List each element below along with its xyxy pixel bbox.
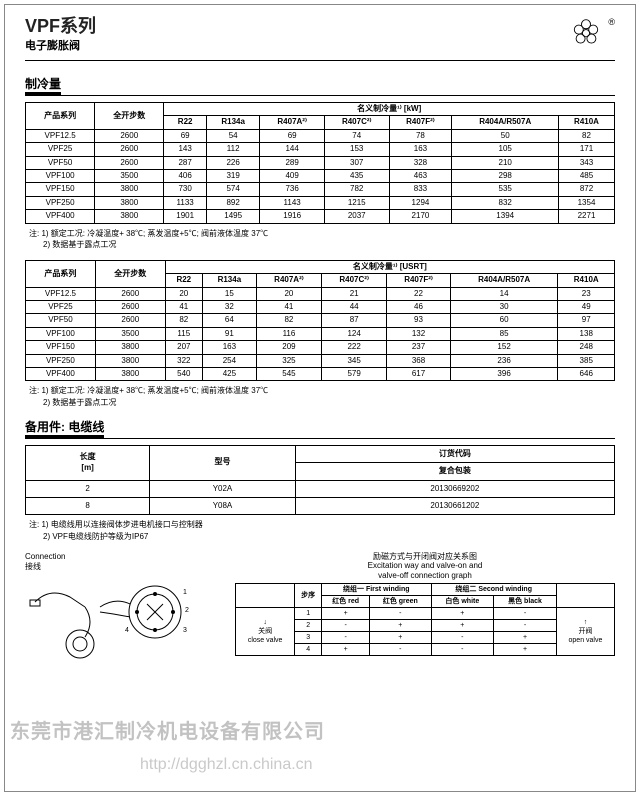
col-capacity-kw: 名义制冷量¹⁾ [kW] xyxy=(164,103,615,116)
refrigerant-header: R134a xyxy=(202,274,256,287)
table-row: VPF2503800322254325345368236385 xyxy=(26,354,615,367)
connection-diagram: Connection 接线 12 34 xyxy=(25,552,225,664)
svg-text:1: 1 xyxy=(183,589,187,596)
table-row: VPF4003800540425545579617396646 xyxy=(26,368,615,381)
flower-logo-icon xyxy=(568,17,604,53)
cable-table: 长度[m] 型号 订货代码 复合包装 2Y02A201306692028Y08A… xyxy=(25,445,615,516)
datasheet-page: VPF系列 电子膨胀阀 ® 制冷量 产品系列 全开步数 名义制冷量¹⁾ [kW]… xyxy=(4,4,636,792)
refrigerant-header: R410A xyxy=(558,274,615,287)
refrigerant-header: R404A/R507A xyxy=(452,116,559,129)
refrigerant-header: R407F²⁾ xyxy=(389,116,452,129)
page-title: VPF系列 xyxy=(25,17,96,37)
table-row: VPF10035001159111612413285138 xyxy=(26,327,615,340)
watermark-url: http://dgghzl.cn.china.cn xyxy=(140,756,313,774)
svg-text:4: 4 xyxy=(125,627,129,634)
page-subtitle: 电子膨胀阀 xyxy=(25,37,96,53)
table-row: VPF1003500406319409435463298485 xyxy=(26,169,615,182)
table-row: ↓关阀close valve1+-+-↑开阀open valve xyxy=(236,607,615,619)
svg-text:2: 2 xyxy=(185,607,189,614)
table-row: VPF502600287226289307328210343 xyxy=(26,156,615,169)
refrigerant-header: R134a xyxy=(206,116,259,129)
refrigerant-header: R404A/R507A xyxy=(450,274,558,287)
open-valve-label: ↑开阀open valve xyxy=(556,607,614,655)
connector-drawing-icon: 1 2 3 4 xyxy=(25,572,225,662)
refrigerant-header: R407F²⁾ xyxy=(387,274,451,287)
close-valve-label: ↓关阀close valve xyxy=(236,607,295,655)
refrigerant-header: R22 xyxy=(165,274,202,287)
table-row: VPF1503800730574736782833535872 xyxy=(26,183,615,196)
table-row: VPF12.5260020152021221423 xyxy=(26,287,615,300)
section-title: 制冷量 xyxy=(25,75,61,95)
refrigerant-header: R407A²⁾ xyxy=(256,274,321,287)
header-titles: VPF系列 电子膨胀阀 xyxy=(25,17,96,53)
col-capacity-usrt: 名义制冷量¹⁾ [USRT] xyxy=(165,260,614,273)
col-steps: 全开步数 xyxy=(95,103,164,130)
section-cooling-capacity: 制冷量 产品系列 全开步数 名义制冷量¹⁾ [kW] R22R134aR407A… xyxy=(25,75,615,408)
capacity-table-usrt: 产品系列 全开步数 名义制冷量¹⁾ [USRT] R22R134aR407A²⁾… xyxy=(25,260,615,382)
table-row: VPF40038001901149519162037217013942271 xyxy=(26,210,615,223)
table-row: VPF252600143112144153163105171 xyxy=(26,143,615,156)
logo: ® xyxy=(568,17,615,58)
excitation-table-block: 励磁方式与开闭阀对应关系图 Excitation way and valve-o… xyxy=(235,552,615,660)
table-row: VPF25260041324144463049 xyxy=(26,301,615,314)
diagram-area: Connection 接线 12 34 励磁 xyxy=(25,552,615,664)
refrigerant-header: R407A²⁾ xyxy=(260,116,325,129)
refrigerant-header: R410A xyxy=(559,116,615,129)
table-row: VPF1503800207163209222237152248 xyxy=(26,341,615,354)
table-row: VPF12.5260069546974785082 xyxy=(26,129,615,142)
capacity-table-kw: 产品系列 全开步数 名义制冷量¹⁾ [kW] R22R134aR407A²⁾R4… xyxy=(25,102,615,224)
registered-mark: ® xyxy=(608,17,615,27)
table-row: 8Y08A20130661202 xyxy=(26,497,615,514)
refrigerant-header: R407C²⁾ xyxy=(324,116,389,129)
header: VPF系列 电子膨胀阀 ® xyxy=(25,17,615,61)
svg-text:3: 3 xyxy=(183,627,187,634)
table-row: VPF50260082648287936097 xyxy=(26,314,615,327)
notes-cable: 注: 1) 电缆线用以连接阀体步进电机接口与控制器 2) VPF电缆线防护等级为… xyxy=(29,519,615,541)
table-row: 2Y02A20130669202 xyxy=(26,480,615,497)
table-row: VPF250380011338921143121512948321354 xyxy=(26,196,615,209)
section-title-cable: 备用件: 电缆线 xyxy=(25,418,104,438)
col-series: 产品系列 xyxy=(26,103,95,130)
notes-usrt: 注: 1) 额定工况: 冷凝温度+ 38℃; 蒸发温度+5℃; 阀前液体温度 3… xyxy=(29,385,615,407)
refrigerant-header: R22 xyxy=(164,116,207,129)
refrigerant-header: R407C²⁾ xyxy=(322,274,387,287)
notes-kw: 注: 1) 额定工况: 冷凝温度+ 38℃; 蒸发温度+5℃; 阀前液体温度 3… xyxy=(29,228,615,250)
excitation-table: 步序 绕组一 First winding 绕组二 Second winding … xyxy=(235,583,615,657)
section-cable: 备用件: 电缆线 长度[m] 型号 订货代码 复合包装 2Y02A2013066… xyxy=(25,418,615,542)
watermark-company: 东莞市港汇制冷机电设备有限公司 xyxy=(10,715,325,744)
